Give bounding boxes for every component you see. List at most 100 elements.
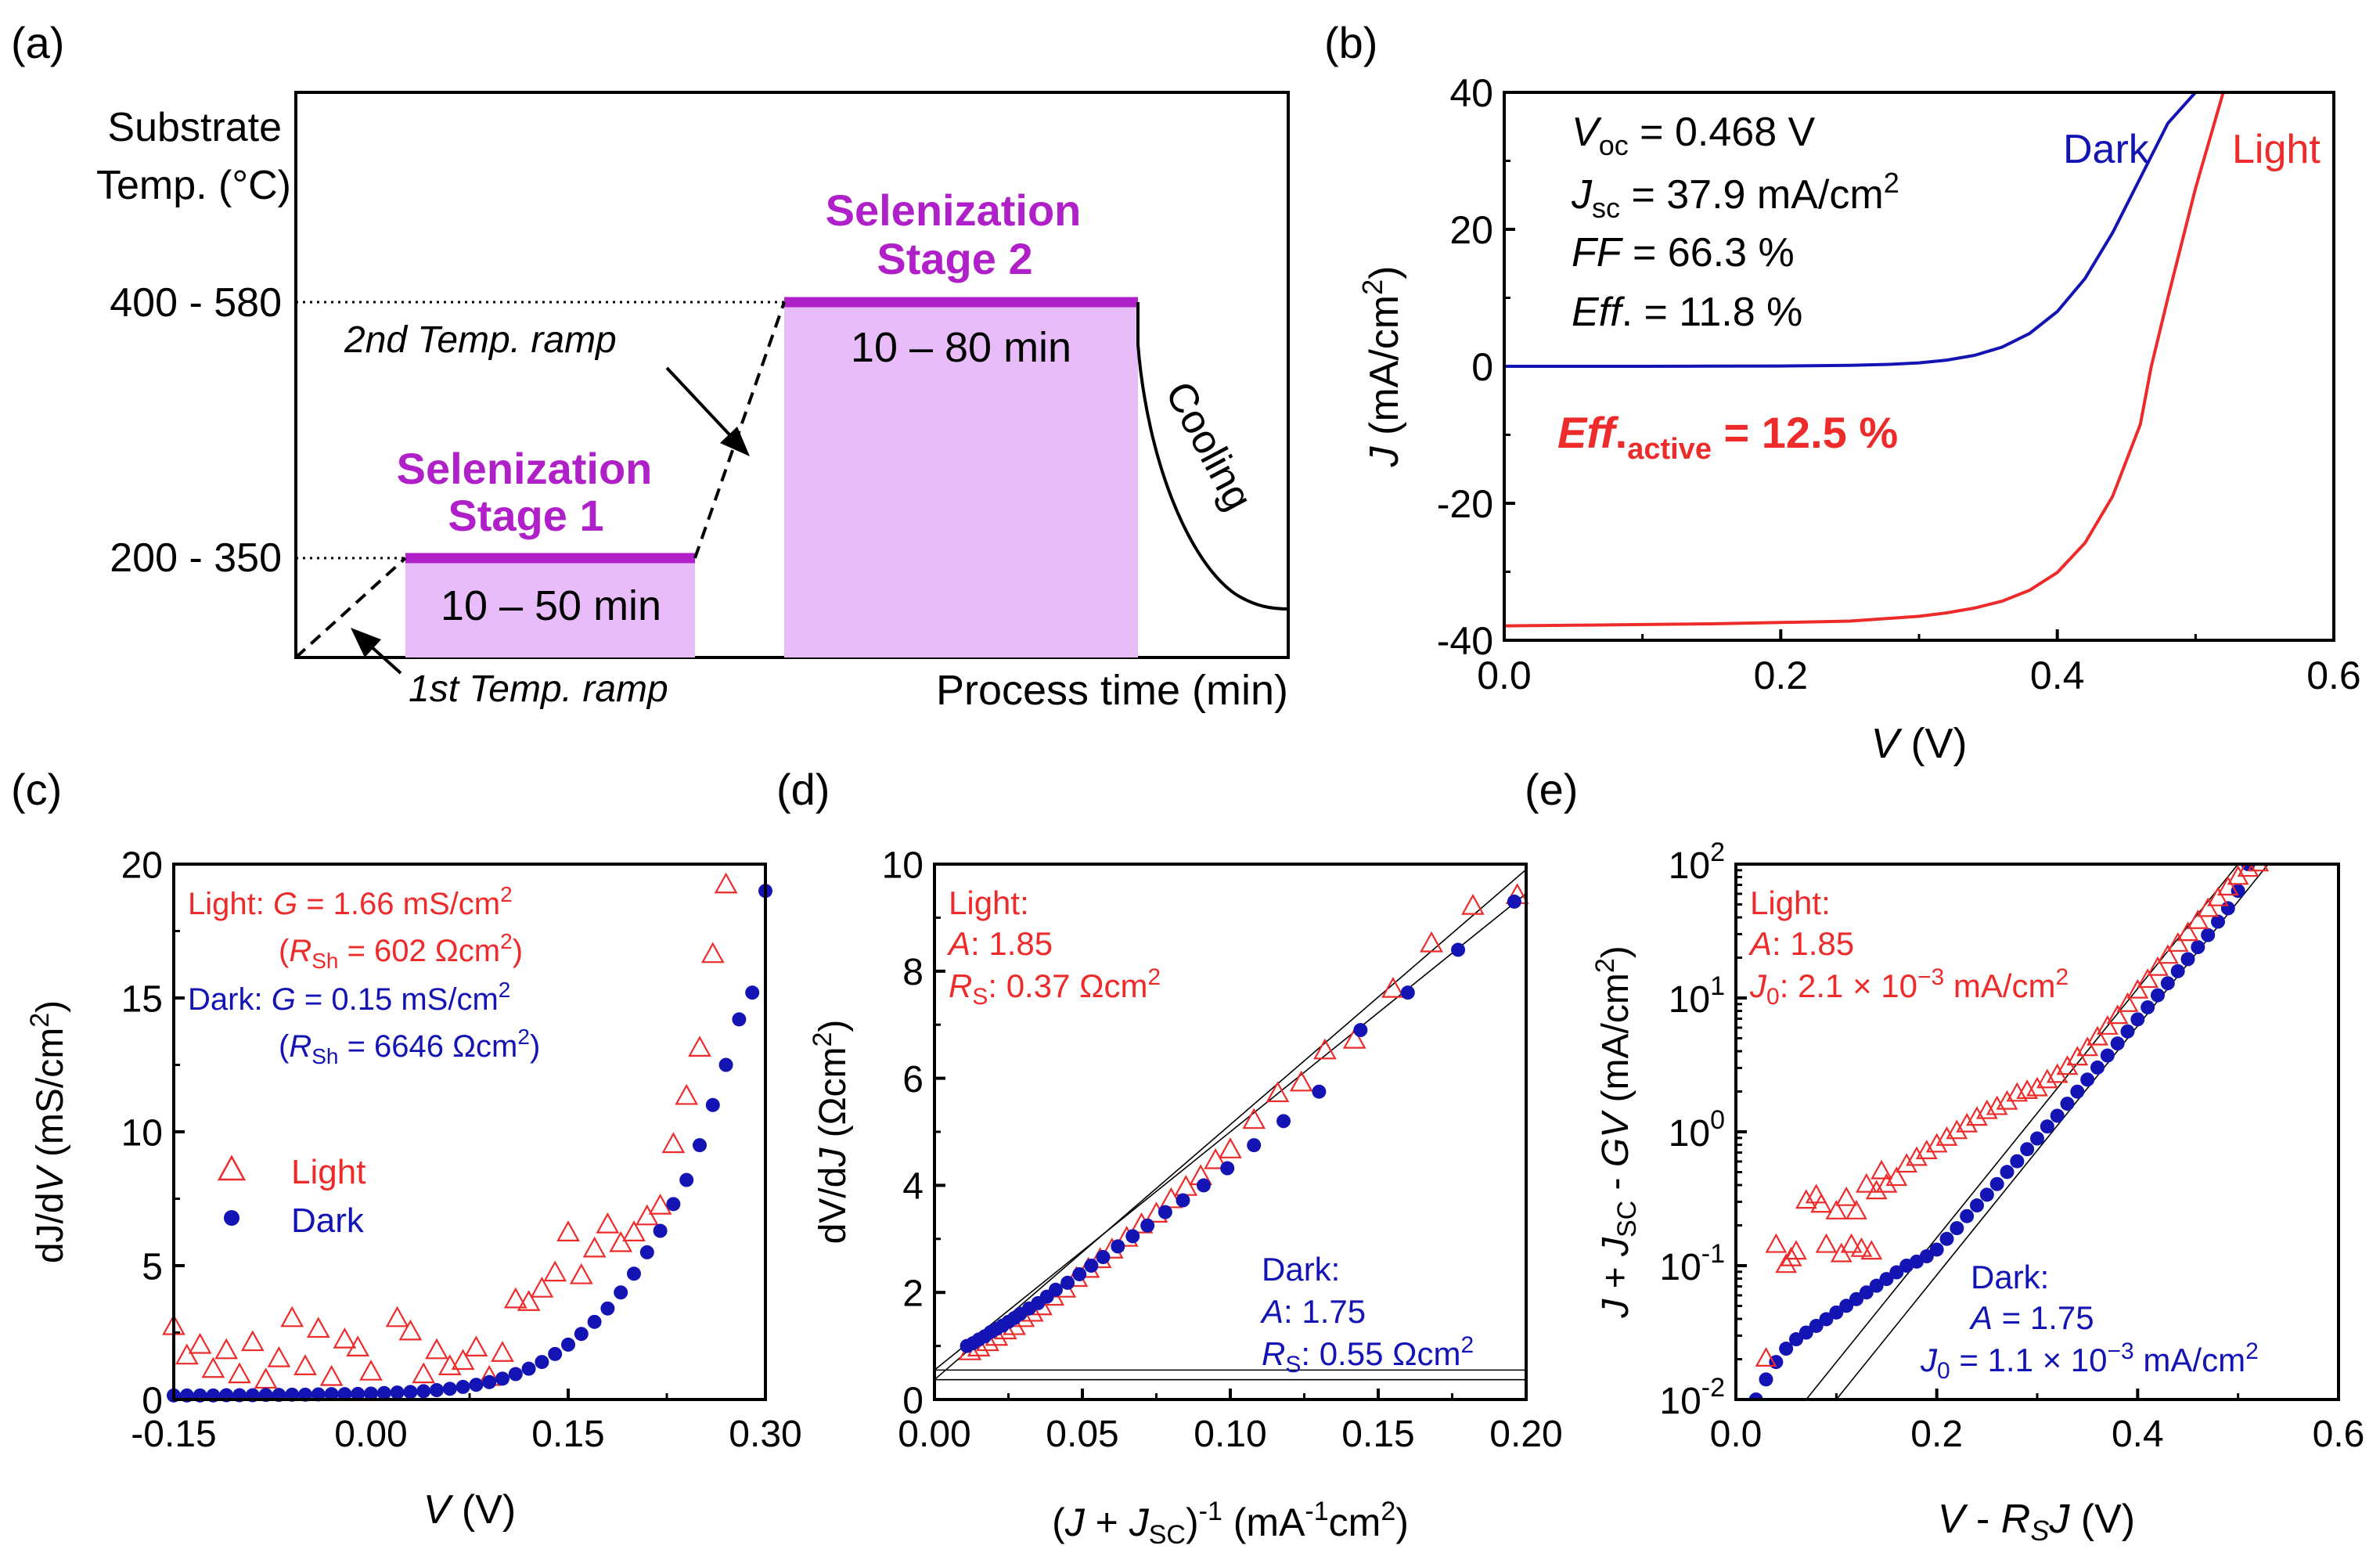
point-light <box>2066 1046 2089 1066</box>
point-light <box>1875 1173 1898 1193</box>
point-light <box>451 1349 475 1371</box>
point-dark <box>390 1385 405 1400</box>
point-light <box>1896 1153 1918 1173</box>
point-dark <box>1312 1084 1327 1099</box>
panel-e-annot-dark-label: Dark: <box>1971 1259 2049 1295</box>
point-light <box>2156 944 2179 964</box>
panel-c-legend-dark: Dark <box>291 1201 365 1240</box>
point-light <box>648 1193 672 1215</box>
panel-d-annot-dark-label: Dark: <box>1262 1251 1340 1288</box>
point-light <box>582 1236 607 1258</box>
y-tick-label: -20 <box>1437 482 1493 526</box>
point-light <box>1810 1193 1832 1213</box>
panel-b-legend-dark: Dark <box>2063 127 2150 172</box>
point-dark <box>1140 1218 1155 1233</box>
point-dark <box>1849 1291 1863 1306</box>
point-dark <box>2151 988 2165 1003</box>
point-dark <box>324 1387 339 1402</box>
panel-c-legend-light: Light <box>291 1153 365 1191</box>
stage1-title-2: Stage 1 <box>448 491 603 540</box>
panel-e-ylabel: J + JSC - GV (mA/cm2) <box>1590 946 1642 1319</box>
y-tick-label: 100 <box>1669 1105 1725 1155</box>
point-light <box>635 1204 659 1226</box>
x-tick-label: 0.15 <box>1341 1414 1414 1455</box>
point-light <box>280 1306 304 1327</box>
point-dark <box>1839 1299 1854 1313</box>
point-light <box>1159 1187 1183 1209</box>
point-dark <box>2120 1024 2135 1039</box>
stage2-duration: 10 – 80 min <box>851 324 1071 371</box>
y-tick-label: 2 <box>902 1273 924 1314</box>
point-dark <box>693 1138 707 1153</box>
point-dark <box>2050 1108 2065 1123</box>
panel-b-ticks: 0.0 0.2 0.4 0.6 -40 -20 0 20 40 <box>1437 71 2361 697</box>
point-light <box>2036 1068 2058 1089</box>
point-light <box>1975 1099 1998 1119</box>
y-tick-label: 10-1 <box>1659 1239 1725 1288</box>
point-light <box>2126 978 2149 999</box>
panel-e-chart: 0.0 0.2 0.4 0.6 10-2 10-1 100 101 102 Light: A: … <box>1590 838 2364 1547</box>
point-light <box>306 1317 330 1338</box>
stage1-box <box>405 558 695 657</box>
point-dark <box>442 1381 457 1396</box>
panel-e-marks <box>1748 864 2270 1399</box>
point-dark <box>1072 1266 1087 1281</box>
ramp1-line <box>294 557 407 659</box>
point-light <box>1381 976 1405 998</box>
panel-d-ticks: 0.00 0.05 0.10 0.15 0.20 0 2 4 6 8 10 <box>882 845 1563 1455</box>
panel-label-a: (a) <box>11 18 64 67</box>
point-dark <box>495 1371 509 1386</box>
point-dark <box>732 1012 747 1027</box>
stage1-title-1: Selenization <box>397 444 653 493</box>
point-dark <box>521 1361 536 1376</box>
point-light <box>1845 1199 1867 1219</box>
y-tick-label: 0 <box>1471 345 1493 389</box>
point-dark <box>2170 964 2185 978</box>
point-light <box>661 1132 686 1154</box>
panel-c-xlabel: V (V) <box>423 1487 516 1533</box>
y-tick-label: 8 <box>902 952 924 993</box>
point-dark <box>351 1386 365 1401</box>
point-dark <box>1196 1178 1211 1193</box>
point-dark <box>364 1386 378 1401</box>
point-light <box>1785 1240 1807 1260</box>
point-light <box>1865 1180 1888 1200</box>
point-light <box>1780 1246 1802 1266</box>
point-dark <box>1989 1176 2004 1191</box>
point-dark <box>2201 928 2216 942</box>
point-dark <box>718 1057 733 1072</box>
point-light <box>175 1343 199 1365</box>
y-tick-label: 0 <box>902 1380 924 1421</box>
point-light <box>1855 1173 1878 1193</box>
point-dark <box>1799 1325 1813 1340</box>
panel-e-xlabel: V - RSJ (V) <box>1938 1497 2135 1547</box>
point-dark <box>1929 1242 1944 1257</box>
y-tick-label: 4 <box>902 1166 924 1208</box>
ramp2-line <box>693 301 786 559</box>
point-dark <box>653 1223 668 1238</box>
point-dark <box>705 1097 720 1112</box>
point-dark <box>1960 1209 1975 1223</box>
panel-b-frame <box>1503 91 2335 642</box>
point-dark <box>1096 1250 1111 1265</box>
y-tick-label: 10 <box>121 1112 163 1154</box>
panel-c-legend-dark-marker <box>224 1210 239 1226</box>
point-dark <box>666 1197 681 1212</box>
point-dark <box>1353 1023 1368 1038</box>
stage2-box <box>784 302 1138 657</box>
fit-line <box>934 892 1527 1371</box>
point-dark <box>2030 1131 2044 1146</box>
point-dark <box>1048 1282 1063 1297</box>
point-dark <box>482 1374 497 1389</box>
panel-a-level-low: 200 - 350 <box>110 535 282 581</box>
point-dark <box>1859 1285 1874 1300</box>
panel-e-frame <box>1734 863 2340 1401</box>
point-light <box>346 1335 370 1357</box>
x-tick-label: 0.6 <box>2306 654 2361 697</box>
y-tick-label: 20 <box>1449 208 1493 252</box>
point-light <box>464 1335 488 1357</box>
point-light <box>2166 931 2189 952</box>
point-dark <box>337 1387 352 1402</box>
point-dark <box>2220 901 2235 916</box>
point-dark <box>403 1385 418 1399</box>
